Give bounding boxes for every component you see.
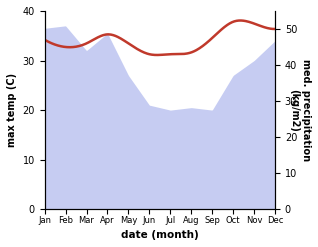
X-axis label: date (month): date (month) [121, 230, 199, 240]
Y-axis label: max temp (C): max temp (C) [7, 73, 17, 147]
Y-axis label: med. precipitation
(kg/m2): med. precipitation (kg/m2) [289, 59, 311, 161]
